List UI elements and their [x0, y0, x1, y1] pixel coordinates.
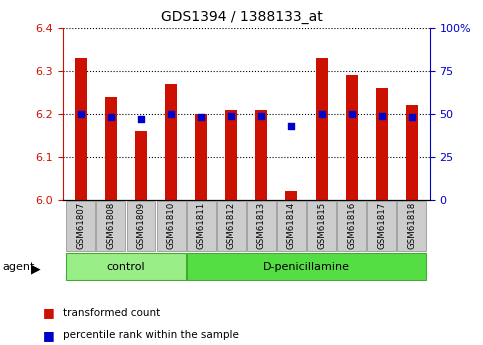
- Point: [167, 111, 175, 117]
- FancyBboxPatch shape: [127, 201, 156, 251]
- Text: D-penicillamine: D-penicillamine: [263, 262, 350, 272]
- Bar: [105, 97, 117, 200]
- Text: GSM61815: GSM61815: [317, 201, 326, 248]
- Point: [318, 111, 326, 117]
- FancyBboxPatch shape: [66, 201, 95, 251]
- Bar: [346, 75, 357, 200]
- FancyBboxPatch shape: [337, 201, 366, 251]
- FancyBboxPatch shape: [247, 201, 276, 251]
- FancyBboxPatch shape: [187, 253, 426, 280]
- FancyBboxPatch shape: [156, 201, 185, 251]
- Point: [408, 115, 416, 120]
- Text: GSM61810: GSM61810: [167, 201, 176, 248]
- Bar: [225, 110, 237, 200]
- Text: percentile rank within the sample: percentile rank within the sample: [63, 330, 239, 340]
- Bar: [376, 88, 388, 200]
- FancyBboxPatch shape: [367, 201, 396, 251]
- Text: GSM61808: GSM61808: [106, 201, 115, 248]
- Text: agent: agent: [2, 263, 35, 272]
- Text: ■: ■: [43, 306, 54, 319]
- Text: transformed count: transformed count: [63, 308, 160, 318]
- Point: [77, 111, 85, 117]
- Bar: [256, 110, 268, 200]
- Text: GSM61814: GSM61814: [287, 201, 296, 248]
- Bar: [75, 58, 87, 200]
- FancyBboxPatch shape: [398, 201, 426, 251]
- Point: [137, 116, 145, 122]
- FancyBboxPatch shape: [66, 253, 185, 280]
- Point: [198, 115, 205, 120]
- Bar: [406, 105, 418, 200]
- Text: GSM61812: GSM61812: [227, 201, 236, 248]
- Text: ▶: ▶: [31, 262, 41, 275]
- Text: GSM61809: GSM61809: [137, 201, 145, 248]
- Text: GSM61816: GSM61816: [347, 201, 356, 248]
- Point: [348, 111, 355, 117]
- Point: [227, 113, 235, 118]
- Bar: [195, 114, 207, 200]
- Text: GSM61818: GSM61818: [407, 201, 416, 248]
- FancyBboxPatch shape: [277, 201, 306, 251]
- Text: GDS1394 / 1388133_at: GDS1394 / 1388133_at: [161, 10, 322, 24]
- Bar: [165, 84, 177, 200]
- FancyBboxPatch shape: [187, 201, 215, 251]
- Text: GSM61817: GSM61817: [377, 201, 386, 248]
- Point: [107, 115, 115, 120]
- Point: [287, 123, 295, 129]
- Text: GSM61807: GSM61807: [76, 201, 85, 248]
- Point: [378, 113, 385, 118]
- Text: control: control: [107, 262, 145, 272]
- Text: GSM61811: GSM61811: [197, 201, 206, 248]
- Text: ■: ■: [43, 329, 54, 342]
- Bar: [285, 191, 298, 200]
- FancyBboxPatch shape: [97, 201, 126, 251]
- Bar: [315, 58, 327, 200]
- Point: [257, 113, 265, 118]
- FancyBboxPatch shape: [217, 201, 246, 251]
- Bar: [135, 131, 147, 200]
- Text: GSM61813: GSM61813: [257, 201, 266, 248]
- FancyBboxPatch shape: [307, 201, 336, 251]
